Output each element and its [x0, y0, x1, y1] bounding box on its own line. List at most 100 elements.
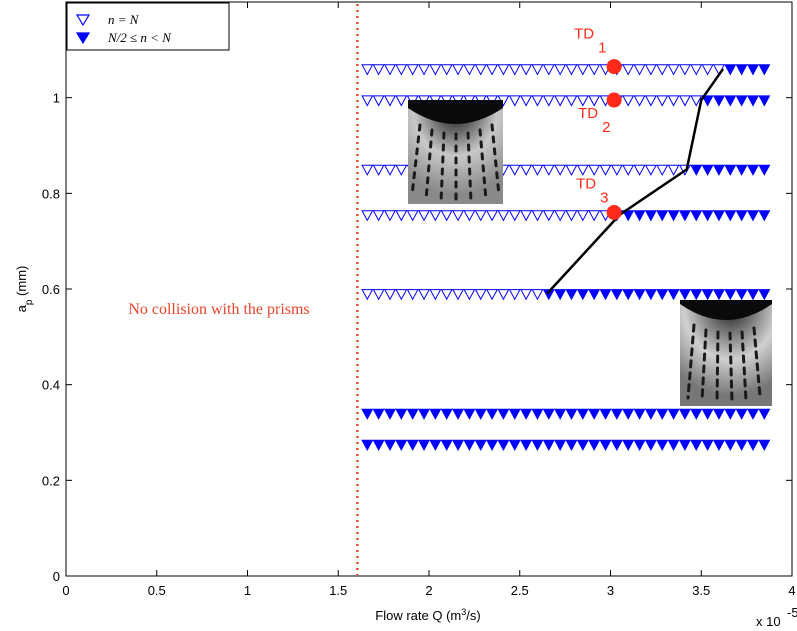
inset-photo-bottom [680, 300, 772, 406]
open-triangle-marker [429, 64, 442, 76]
open-triangle-marker [452, 210, 465, 222]
x-tick-label: 3 [607, 583, 614, 598]
filled-triangle-marker [463, 408, 476, 420]
open-triangle-marker [644, 95, 657, 107]
y-tick-label: 0.2 [42, 473, 60, 488]
boundary-curve [546, 68, 725, 295]
open-triangle-marker [440, 210, 453, 222]
open-triangle-marker [520, 64, 533, 76]
filled-triangle-marker [746, 95, 760, 107]
open-triangle-marker [622, 95, 635, 107]
open-triangle-marker [463, 289, 476, 301]
filled-triangle-marker [678, 439, 691, 451]
open-triangle-marker [497, 64, 510, 76]
td-marker [606, 92, 622, 108]
x-tick-label: 3.5 [692, 583, 710, 598]
filled-triangle-marker [576, 289, 589, 301]
filled-triangle-marker [656, 289, 669, 301]
filled-triangle-marker [542, 408, 555, 420]
filled-triangle-marker [712, 95, 725, 107]
axis-ticks [65, 2, 793, 577]
filled-triangle-marker [531, 439, 544, 451]
y-axis-label: ap (mm) [14, 266, 35, 313]
inset-photo-top [408, 100, 503, 204]
open-triangle-marker [622, 164, 635, 176]
open-triangle-marker [520, 95, 533, 107]
open-triangle-marker [678, 64, 691, 76]
open-triangle-marker [429, 210, 442, 222]
filled-triangle-marker [622, 289, 635, 301]
filled-triangle-marker [712, 164, 725, 176]
filled-triangle-marker [724, 439, 737, 451]
filled-triangle-marker [599, 408, 612, 420]
filled-triangle-marker [656, 439, 669, 451]
filled-triangle-marker [599, 439, 612, 451]
open-triangle-marker [486, 210, 499, 222]
filled-triangle-marker [758, 408, 771, 420]
filled-triangle-marker [429, 408, 442, 420]
open-triangle-marker [383, 95, 397, 107]
td-label-index: 3 [600, 189, 608, 206]
open-triangle-marker [395, 289, 408, 301]
filled-triangle-marker [735, 164, 748, 176]
legend-entry-2: N/2 ≤ n < N [107, 30, 172, 45]
filled-triangle-marker [712, 439, 725, 451]
open-triangle-marker [406, 64, 419, 76]
open-triangle-marker [361, 64, 374, 76]
open-triangle-marker [383, 210, 397, 222]
filled-triangle-marker [565, 289, 578, 301]
x-tick-label: 2 [425, 583, 432, 598]
filled-triangle-marker [724, 164, 737, 176]
filled-triangle-marker [508, 439, 521, 451]
open-triangle-marker [576, 210, 589, 222]
td-marker [606, 59, 622, 75]
open-triangle-marker [531, 210, 544, 222]
open-triangle-marker [644, 64, 657, 76]
open-triangle-marker [531, 289, 544, 301]
td-label: TD [578, 105, 598, 122]
open-triangle-marker [395, 64, 408, 76]
open-triangle-marker [440, 64, 453, 76]
marker-row [361, 210, 771, 222]
open-triangle-marker [531, 164, 544, 176]
x-axis-exponent: x 10 -5 [756, 605, 797, 629]
open-triangle-marker [520, 289, 533, 301]
open-triangle-marker [542, 95, 555, 107]
open-triangle-marker [395, 210, 408, 222]
td-label-index: 2 [602, 119, 610, 136]
x-tick-label: 2.5 [511, 583, 529, 598]
open-triangle-marker [497, 289, 510, 301]
filled-triangle-marker [746, 289, 760, 301]
open-triangle-marker [361, 210, 374, 222]
open-triangle-marker [497, 210, 510, 222]
x-tick-label: 1 [244, 583, 251, 598]
filled-triangle-marker [463, 439, 476, 451]
filled-triangle-marker [758, 289, 771, 301]
plot-frame [65, 1, 793, 577]
filled-triangle-marker [633, 439, 646, 451]
filled-triangle-marker [735, 289, 748, 301]
open-triangle-marker [463, 210, 476, 222]
filled-triangle-marker [690, 439, 703, 451]
x-exponent-power: -5 [787, 605, 797, 620]
filled-triangle-marker [474, 439, 487, 451]
filled-triangle-marker [644, 289, 657, 301]
y-tick-label: 1 [53, 91, 60, 106]
filled-triangle-marker [724, 64, 737, 76]
filled-triangle-marker [735, 64, 748, 76]
marker-row [361, 289, 771, 301]
filled-triangle-marker [531, 408, 544, 420]
open-triangle-marker [417, 64, 431, 76]
filled-triangle-marker [678, 408, 691, 420]
filled-triangle-marker [542, 289, 555, 301]
legend: n = N N/2 ≤ n < N [66, 2, 230, 51]
open-triangle-marker [690, 64, 703, 76]
filled-triangle-marker [497, 408, 510, 420]
open-triangle-marker [486, 64, 499, 76]
open-triangle-marker [599, 164, 612, 176]
filled-triangle-marker [735, 95, 748, 107]
filled-triangle-marker [508, 408, 521, 420]
open-triangle-marker [508, 64, 521, 76]
filled-triangle-marker [520, 439, 533, 451]
open-triangle-marker [474, 210, 487, 222]
